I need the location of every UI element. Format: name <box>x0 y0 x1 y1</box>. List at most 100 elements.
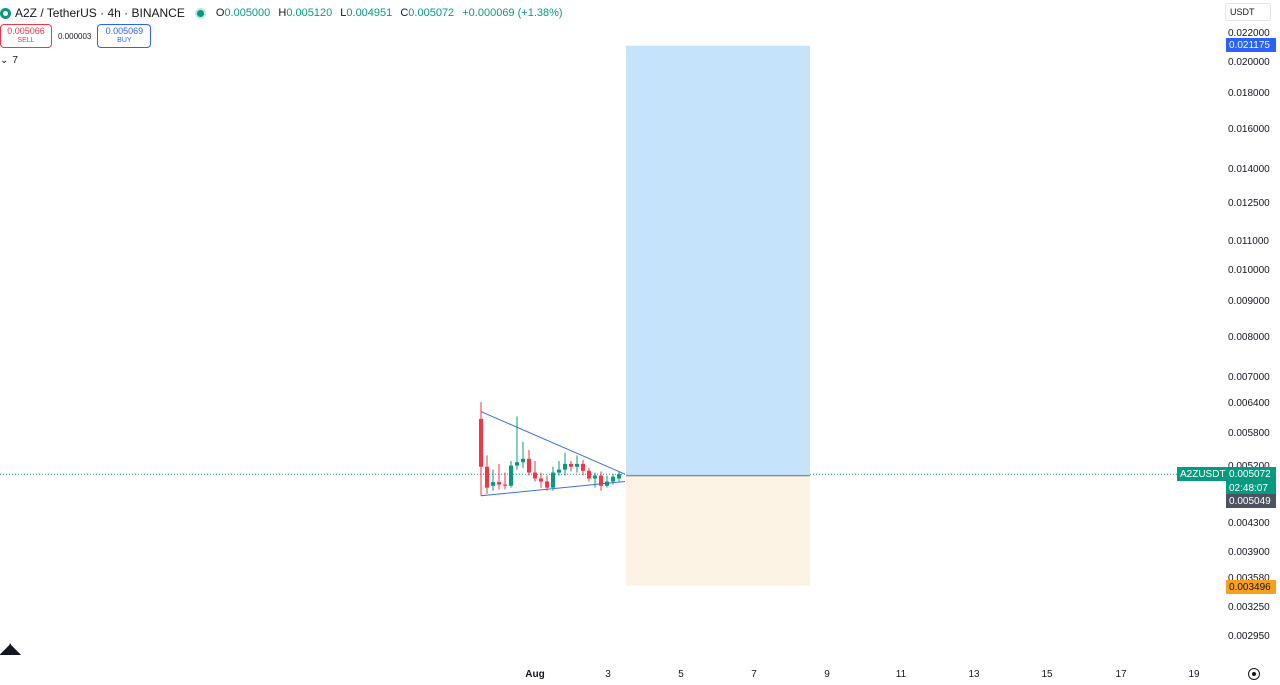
spread-value: 0.000003 <box>58 31 92 41</box>
time-tick-label: 17 <box>1115 669 1127 680</box>
market-status-icon[interactable] <box>196 9 204 17</box>
price-tick-label: 0.003250 <box>1228 601 1270 613</box>
high-value: 0.005120 <box>286 7 333 19</box>
time-tick-label: Aug <box>525 669 545 680</box>
time-tick-label: 9 <box>824 669 830 680</box>
price-tick-label: 0.014000 <box>1228 163 1270 175</box>
price-tick-label: 0.009000 <box>1228 296 1270 308</box>
candle-up <box>605 475 609 488</box>
time-tick-label: 5 <box>678 669 684 680</box>
price-tick-label: 0.005800 <box>1228 428 1270 439</box>
candle-up <box>617 471 621 482</box>
candle-body <box>515 462 519 466</box>
candle-body <box>551 472 555 488</box>
sell-label: SELL <box>17 37 35 44</box>
trade-panel: 0.005066 SELL 0.000003 0.005069 BUY <box>0 24 152 48</box>
candle-down <box>485 455 489 494</box>
price-tick-label: 0.012500 <box>1228 197 1270 209</box>
indicators-count: 7 <box>12 55 18 66</box>
settings-gear-icon[interactable] <box>1248 668 1260 680</box>
price-tick-label: 0.004300 <box>1228 517 1270 529</box>
candle-body <box>617 474 621 479</box>
target-price-label: 0.021175 <box>1226 38 1276 52</box>
candle-up <box>557 461 561 476</box>
candle-body <box>581 463 585 471</box>
price-tick-label: 0.002950 <box>1228 630 1270 642</box>
candle-body <box>539 478 543 482</box>
price-tick-label: 0.003580 <box>1228 572 1270 584</box>
candle-up <box>593 472 597 488</box>
symbol-logo-icon <box>0 7 11 19</box>
candle-body <box>485 466 489 488</box>
candle-body <box>569 463 573 467</box>
sell-button[interactable]: 0.005066 SELL <box>0 24 52 48</box>
price-tick-label: 0.003900 <box>1228 547 1270 558</box>
price-tick-label: 0.005200 <box>1228 461 1270 473</box>
candle-down <box>581 459 585 476</box>
stop-price-label: 0.003496 <box>1226 580 1276 594</box>
indicators-toggle[interactable]: ⌄ 7 <box>0 55 18 66</box>
symbol-title[interactable]: A2Z / TetherUS · 4h · BINANCE <box>15 6 185 20</box>
candle-up <box>509 461 513 488</box>
low-label: L <box>340 7 347 19</box>
candle-body <box>587 470 591 479</box>
price-tick-label: 0.010000 <box>1228 264 1270 276</box>
candle-body <box>575 463 579 467</box>
time-tick-label: 11 <box>895 669 907 680</box>
price-tick-label: 0.007000 <box>1228 371 1270 383</box>
open-value: 0.005000 <box>224 7 271 19</box>
candle-body <box>527 458 531 473</box>
currency-selector[interactable]: USDT <box>1225 3 1271 21</box>
long-position-profit-zone[interactable] <box>626 45 810 476</box>
candle-body <box>533 472 537 479</box>
candle-body <box>593 475 597 479</box>
price-tick-label: 0.018000 <box>1228 88 1270 100</box>
candlestick-series <box>479 402 621 496</box>
price-tick-label: 0.016000 <box>1228 123 1270 135</box>
close-value: 0.005072 <box>408 7 455 19</box>
buy-button[interactable]: 0.005069 BUY <box>97 24 152 48</box>
candle-body <box>521 458 525 463</box>
candle-body <box>491 482 495 486</box>
ohlc-values: O0.005000 H0.005120 L0.004951 C0.005072 … <box>216 7 563 19</box>
candle-body <box>563 463 567 470</box>
candle-up <box>611 473 615 485</box>
symbol-price-tag: A2ZUSDT <box>1177 467 1229 481</box>
trendline[interactable] <box>480 411 626 475</box>
candle-body <box>599 475 603 486</box>
last-price-label: 0.005072 <box>1226 467 1276 481</box>
candle-down <box>545 475 549 491</box>
candle-down <box>569 461 573 472</box>
candle-body <box>611 476 615 482</box>
candle-body <box>497 482 501 485</box>
entry-price-label: 0.005049 <box>1226 494 1276 508</box>
chart-header: A2Z / TetherUS · 4h · BINANCE O0.005000 … <box>0 4 563 22</box>
candle-body <box>503 484 507 486</box>
candle-up <box>515 416 519 470</box>
price-tick-label: 0.011000 <box>1228 236 1269 248</box>
candle-body <box>479 418 483 467</box>
candle-body <box>557 469 561 473</box>
low-value: 0.004951 <box>346 7 393 19</box>
time-tick-label: 13 <box>968 669 980 680</box>
candle-down <box>497 463 501 490</box>
price-tick-label: 0.006400 <box>1228 398 1270 410</box>
high-label: H <box>278 7 287 19</box>
candle-down <box>503 472 507 490</box>
price-tick-label: 0.008000 <box>1228 331 1270 343</box>
tradingview-logo-icon[interactable]: ◢◣ <box>0 640 21 656</box>
price-tick-label: 0.022000 <box>1228 28 1270 40</box>
candle-down <box>599 471 603 491</box>
price-tick-label: 0.020000 <box>1228 56 1270 68</box>
buy-price: 0.005069 <box>105 26 144 36</box>
candle-up <box>575 455 579 473</box>
candle-up <box>521 441 525 468</box>
candle-down <box>539 472 543 488</box>
candle-down <box>479 402 483 496</box>
open-label: O <box>215 7 225 19</box>
long-position-loss-zone[interactable] <box>626 475 810 586</box>
time-tick-label: 3 <box>605 669 611 680</box>
candle-body <box>545 481 549 488</box>
close-label: C <box>400 7 409 19</box>
